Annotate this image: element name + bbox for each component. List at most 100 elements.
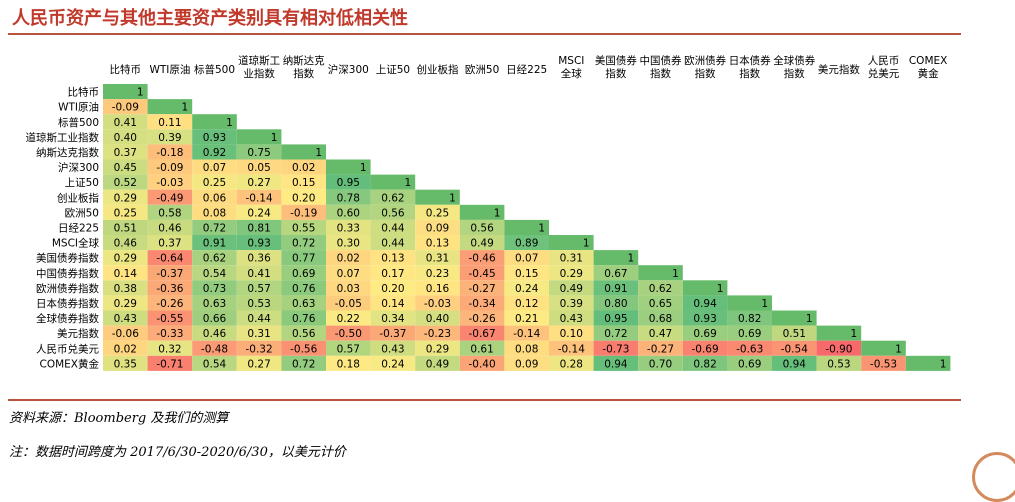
- column-header: 沪深300: [328, 63, 369, 76]
- cell-value: -0.14: [246, 192, 273, 204]
- cell-value: 0.62: [203, 253, 226, 265]
- cell-value: -0.69: [692, 343, 719, 355]
- cell-value: -0.09: [112, 102, 139, 114]
- heatmap-cell: [772, 355, 817, 371]
- diagonal-cell: [281, 144, 326, 160]
- cell-value: 0.57: [247, 283, 270, 295]
- heatmap-cell: [370, 204, 416, 220]
- heatmap-cell: [147, 144, 193, 160]
- heatmap-cell: [147, 114, 193, 130]
- cell-value: 0.41: [114, 117, 137, 129]
- cell-value: 0.49: [470, 238, 493, 250]
- heatmap-cell: [236, 325, 282, 341]
- cell-value: 0.46: [114, 238, 138, 250]
- heatmap-cell: [415, 325, 460, 341]
- heatmap-cell: [192, 250, 237, 266]
- row-label: 纳斯达克指数: [36, 146, 99, 159]
- cell-value: 0.25: [426, 207, 449, 219]
- cell-value: 0.72: [604, 328, 627, 340]
- cell-value: 0.63: [203, 298, 226, 310]
- column-header-line: 全球债券: [773, 54, 815, 67]
- column-header: 道琼斯工业指数: [238, 54, 280, 80]
- cell-value: 0.14: [114, 268, 138, 280]
- cell-value: -0.50: [335, 328, 362, 340]
- heatmap-cell: [638, 355, 683, 371]
- heatmap-cell: [147, 129, 193, 145]
- cell-value: 0.91: [604, 283, 627, 295]
- row-label: 全球债券指数: [36, 312, 99, 325]
- cell-value: 0.02: [114, 343, 137, 355]
- row-label: 沪深300: [58, 161, 99, 174]
- heatmap-cell: [549, 265, 594, 281]
- diagonal-cell: [861, 340, 906, 356]
- row-label: 日经225: [58, 221, 99, 234]
- heatmap-cell: [593, 325, 639, 341]
- row-label: COMEX黄金: [40, 357, 100, 370]
- cell-value: -0.37: [156, 268, 183, 280]
- column-header: 标普500: [194, 63, 235, 76]
- heatmap-cell: [281, 159, 326, 175]
- cell-value: 1: [405, 177, 412, 189]
- cell-value: 0.37: [158, 238, 181, 250]
- cell-value: 0.81: [247, 222, 270, 234]
- row-label: 人民币兑美元: [36, 342, 99, 355]
- heatmap-cell: [459, 235, 505, 251]
- cell-value: 0.29: [560, 268, 583, 280]
- heatmap-cell: [103, 204, 148, 220]
- cell-value: 1: [851, 328, 858, 340]
- heatmap-cell: [281, 340, 326, 356]
- column-header-line: 日经225: [506, 63, 547, 76]
- heatmap-cell: [593, 355, 639, 371]
- heatmap-cell: [549, 295, 594, 311]
- cell-value: -0.27: [647, 343, 674, 355]
- diagonal-cell: [192, 114, 237, 130]
- heatmap-cell: [326, 174, 371, 190]
- cell-value: 0.49: [560, 283, 583, 295]
- row-label: 欧洲债券指数: [36, 282, 99, 295]
- cell-value: 0.57: [337, 343, 360, 355]
- cell-value: 0.29: [114, 298, 137, 310]
- heatmap-cell: [281, 189, 326, 205]
- heatmap-cell: [326, 355, 371, 371]
- heatmap-cell: [415, 235, 460, 251]
- heatmap-cell: [281, 250, 326, 266]
- cell-value: 0.54: [203, 358, 227, 370]
- diagonal-cell: [727, 295, 772, 311]
- heatmap-cell: [103, 265, 148, 281]
- heatmap-cell: [192, 129, 237, 145]
- column-header: 创业板指: [417, 63, 459, 76]
- column-header-line: 指数: [695, 67, 716, 80]
- heatmap-cell: [415, 280, 460, 296]
- column-header-line: 美国债券: [595, 54, 637, 67]
- heatmap-cell: [415, 250, 460, 266]
- cell-value: 0.07: [515, 253, 538, 265]
- heatmap-cell: [326, 265, 371, 281]
- cell-value: 0.46: [203, 328, 227, 340]
- column-header-line: 上证50: [376, 64, 410, 76]
- cell-value: 0.69: [693, 328, 716, 340]
- diagonal-cell: [504, 219, 549, 235]
- cell-value: 0.25: [203, 177, 226, 189]
- cell-value: -0.49: [156, 192, 183, 204]
- cell-value: -0.27: [469, 283, 496, 295]
- heatmap-cell: [147, 355, 193, 371]
- cell-value: 0.92: [203, 147, 226, 159]
- company-logo-icon: [972, 452, 1015, 502]
- heatmap-cell: [549, 250, 594, 266]
- heatmap-cell: [459, 295, 505, 311]
- diagonal-cell: [593, 250, 639, 266]
- heatmap-cell: [147, 340, 193, 356]
- cell-value: 0.91: [203, 238, 226, 250]
- diagonal-cell: [772, 310, 817, 326]
- heatmap-cell: [459, 355, 505, 371]
- cell-value: 0.07: [337, 268, 360, 280]
- cell-value: 0.94: [604, 358, 628, 370]
- column-header-line: 业指数: [243, 67, 275, 80]
- cell-value: 0.23: [426, 268, 449, 280]
- cell-value: -0.71: [156, 358, 183, 370]
- cell-value: 1: [226, 117, 233, 129]
- cell-value: 0.08: [515, 343, 538, 355]
- heatmap-cell: [192, 310, 237, 326]
- cell-value: -0.54: [781, 343, 808, 355]
- cell-value: 0.38: [114, 283, 137, 295]
